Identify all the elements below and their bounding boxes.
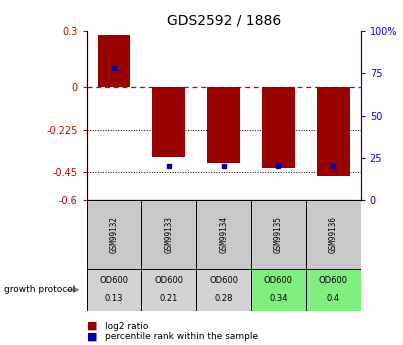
Bar [141,200,196,269]
Text: GSM99135: GSM99135 [274,216,283,253]
Text: OD600: OD600 [319,276,348,285]
Text: 0.34: 0.34 [269,294,288,303]
Bar [262,87,295,168]
Text: 0.13: 0.13 [105,294,123,303]
Text: OD600: OD600 [154,276,183,285]
Text: ■: ■ [87,332,101,341]
Text: 0.21: 0.21 [160,294,178,303]
Bar [251,269,306,310]
Bar [306,269,361,310]
Bar [251,200,306,269]
Title: GDS2592 / 1886: GDS2592 / 1886 [166,13,281,27]
Text: 0.28: 0.28 [214,294,233,303]
Text: GSM99136: GSM99136 [329,216,338,253]
Text: 0.4: 0.4 [327,294,340,303]
Bar [207,87,240,162]
Bar [87,200,141,269]
Bar [98,35,131,87]
Text: OD600: OD600 [209,276,238,285]
Bar [141,269,196,310]
Bar [317,87,350,176]
Text: GSM99132: GSM99132 [110,216,118,253]
Text: percentile rank within the sample: percentile rank within the sample [105,332,258,341]
Text: OD600: OD600 [100,276,129,285]
Bar [306,200,361,269]
Text: log2 ratio: log2 ratio [105,322,148,331]
Bar [152,87,185,157]
Bar [196,200,251,269]
Text: growth protocol: growth protocol [4,285,75,294]
Text: ■: ■ [87,321,101,331]
Text: GSM99133: GSM99133 [164,216,173,253]
Text: GSM99134: GSM99134 [219,216,228,253]
Bar [196,269,251,310]
Bar [87,269,141,310]
Text: OD600: OD600 [264,276,293,285]
